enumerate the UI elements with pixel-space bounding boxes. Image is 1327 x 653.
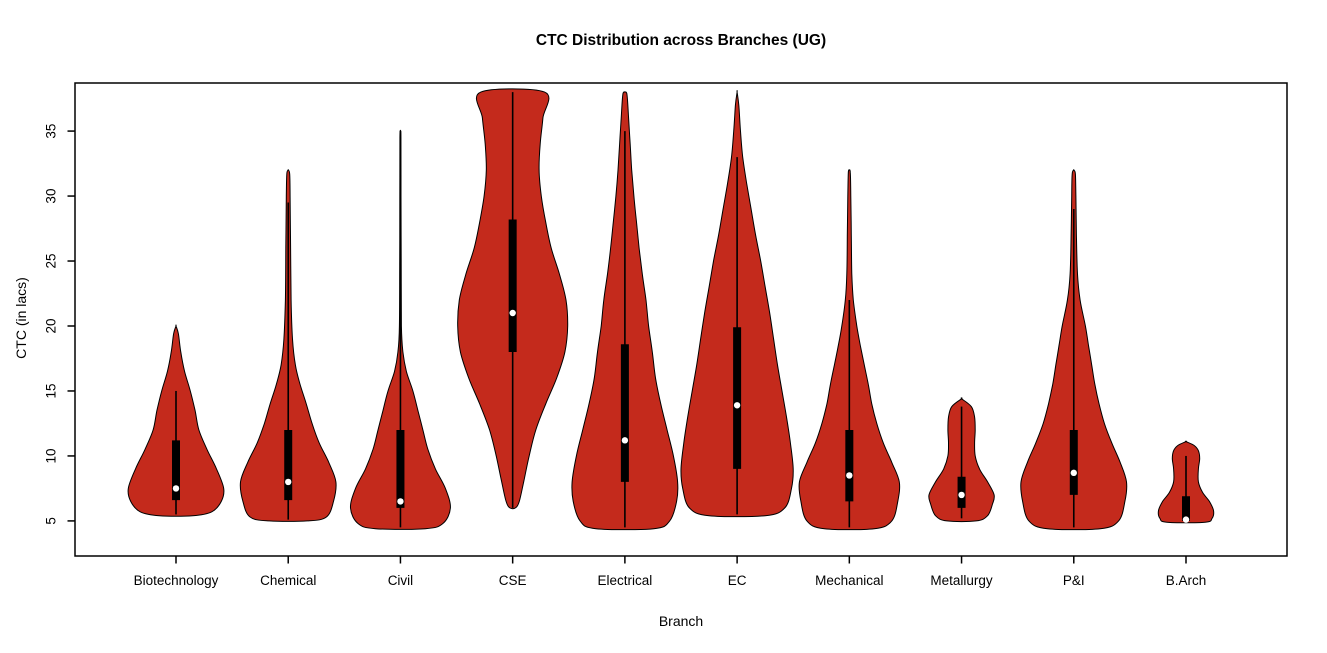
y-tick-label: 5 [44, 517, 59, 525]
y-tick-label: 10 [44, 448, 59, 463]
x-tick-label: Chemical [260, 573, 316, 588]
x-axis: Biotechnology Chemical Civil CSE Electrical E… [134, 556, 1207, 588]
y-tick-label: 15 [44, 383, 59, 398]
y-axis: 5 10 15 20 25 30 35 [44, 124, 75, 525]
y-tick-label: 35 [44, 124, 59, 139]
chart-title: CTC Distribution across Branches (UG) [535, 32, 827, 49]
x-tick-label: Mechanical [815, 573, 883, 588]
x-tick-label: B.Arch [1166, 573, 1207, 588]
y-tick-label: 20 [44, 318, 59, 333]
x-axis-title: Branch [658, 613, 704, 629]
median-dot-Electrical [621, 437, 629, 444]
plot-border [74, 82, 1288, 557]
median-dot-CSE [509, 309, 516, 317]
median-dot-Mechanical [846, 472, 853, 479]
x-tick-label: Civil [388, 573, 414, 588]
x-tick-label: CSE [499, 573, 527, 588]
median-dot-B.Arch [1182, 516, 1190, 523]
x-tick-label: Electrical [598, 573, 653, 588]
x-tick-label: Biotechnology [134, 573, 219, 588]
median-dot-Biotechnology [172, 485, 180, 492]
y-tick-label: 30 [44, 189, 59, 204]
median-dot-Metallurgy [958, 491, 965, 499]
median-dot-EC [733, 402, 741, 409]
x-tick-label: P&I [1063, 573, 1085, 588]
x-tick-label: EC [728, 573, 747, 588]
median-dot-Civil [397, 498, 404, 505]
median-dot-P&I [1070, 469, 1077, 477]
x-tick-label: Metallurgy [930, 573, 993, 588]
median-dot-Chemical [285, 478, 292, 486]
y-tick-label: 25 [44, 254, 59, 269]
violins-layer [127, 88, 1215, 531]
